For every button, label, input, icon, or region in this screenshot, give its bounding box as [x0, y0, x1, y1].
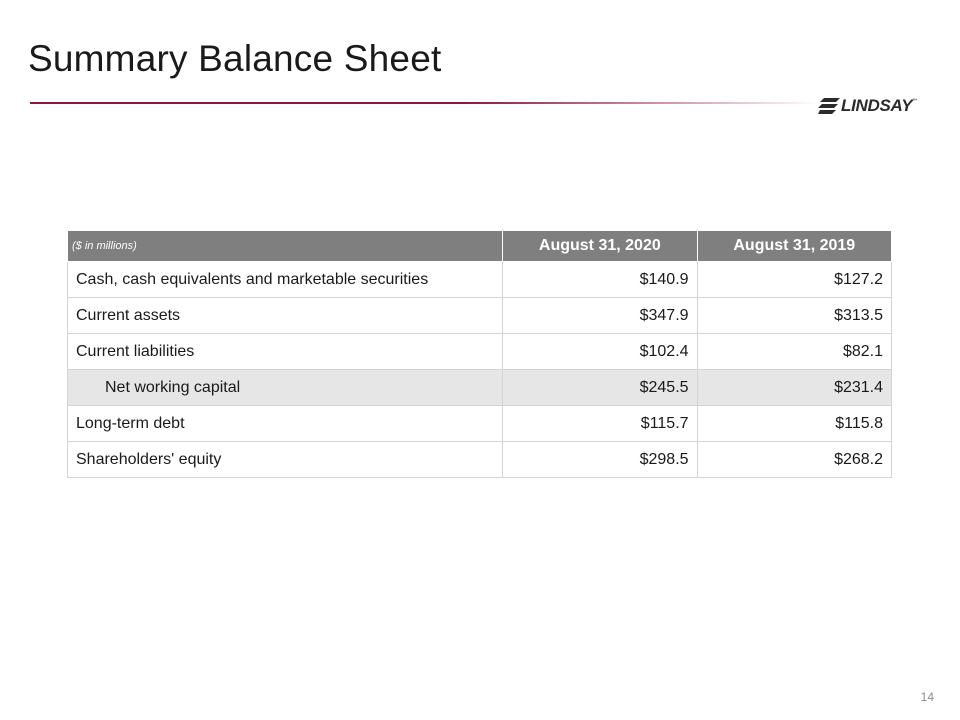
value-2019: $268.2	[696, 441, 893, 478]
balance-sheet-table: ($ in millions) August 31, 2020 August 3…	[66, 230, 893, 478]
value-2020: $115.7	[502, 405, 698, 442]
table-row: Cash, cash equivalents and marketable se…	[66, 261, 893, 298]
title-divider	[30, 102, 820, 104]
unit-label: ($ in millions)	[66, 230, 504, 262]
value-2019: $82.1	[696, 333, 893, 370]
table-header-row: ($ in millions) August 31, 2020 August 3…	[66, 230, 893, 262]
row-label: Cash, cash equivalents and marketable se…	[66, 261, 504, 298]
row-label: Current liabilities	[66, 333, 504, 370]
lindsay-logo-mark-icon	[818, 98, 840, 114]
table-row-highlighted: Net working capital $245.5 $231.4	[66, 369, 893, 406]
value-2019: $127.2	[696, 261, 893, 298]
logo-text: LINDSAY	[841, 96, 913, 115]
table-row: Current liabilities $102.4 $82.1	[66, 333, 893, 370]
value-2020: $102.4	[502, 333, 698, 370]
logo-trademark: ™	[912, 98, 918, 104]
slide-title: Summary Balance Sheet	[28, 38, 442, 79]
row-label: Long-term debt	[66, 405, 504, 442]
column-header-2020: August 31, 2020	[502, 230, 698, 262]
column-header-2019: August 31, 2019	[696, 230, 893, 262]
value-2019: $115.8	[696, 405, 893, 442]
lindsay-logo: LINDSAY ™	[818, 96, 917, 116]
table-row: Shareholders' equity $298.5 $268.2	[66, 441, 893, 478]
row-label: Net working capital	[66, 369, 504, 406]
row-label: Current assets	[66, 297, 504, 334]
value-2020: $298.5	[502, 441, 698, 478]
value-2020: $245.5	[502, 369, 698, 406]
value-2020: $140.9	[502, 261, 698, 298]
table-row: Current assets $347.9 $313.5	[66, 297, 893, 334]
value-2020: $347.9	[502, 297, 698, 334]
table-row: Long-term debt $115.7 $115.8	[66, 405, 893, 442]
value-2019: $313.5	[696, 297, 893, 334]
row-label: Shareholders' equity	[66, 441, 504, 478]
page-number: 14	[920, 690, 934, 704]
value-2019: $231.4	[696, 369, 893, 406]
